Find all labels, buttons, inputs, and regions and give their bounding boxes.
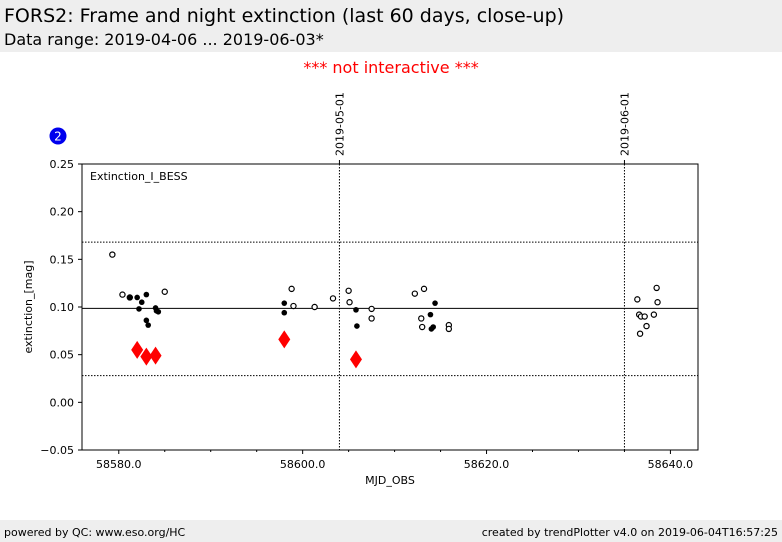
x-axis-label: MJD_OBS (365, 474, 415, 487)
frame-extinction-point (329, 295, 337, 302)
footer-bar: powered by QC: www.eso.org/HC created by… (0, 520, 782, 542)
y-tick-label: 0.20 (50, 206, 75, 219)
frame-extinction-point (161, 288, 168, 295)
frame-extinction-point (368, 315, 375, 322)
frame-extinction-point (445, 325, 453, 333)
y-tick-label: 0.15 (50, 253, 75, 266)
night-extinction-point (427, 311, 434, 318)
frame-extinction-point (290, 302, 297, 310)
frame-extinction-point (288, 285, 295, 293)
x-tick-label: 58580.0 (96, 458, 142, 471)
night-extinction-point (281, 300, 288, 306)
y-tick-label: 0.10 (50, 301, 75, 314)
badge-number: 2 (54, 130, 62, 144)
date-marker-label: 2019-06-01 (618, 92, 631, 156)
night-extinction-point (136, 306, 142, 312)
frame-extinction-point (109, 251, 116, 258)
night-extinction-point (143, 291, 150, 298)
header-bar: FORS2: Frame and night extinction (last … (0, 0, 782, 52)
frame-extinction-point (641, 313, 648, 320)
red-diamond-point (131, 340, 144, 359)
not-interactive-notice: *** not interactive *** (303, 58, 479, 77)
x-tick-label: 58640.0 (648, 458, 694, 471)
frame-extinction-point (420, 285, 428, 293)
plot-frame (81, 163, 699, 451)
night-extinction-point (354, 323, 360, 329)
red-diamond-point (349, 350, 362, 369)
x-tick-label: 58600.0 (280, 458, 326, 471)
red-diamond-point (140, 347, 153, 366)
frame-extinction-point (643, 322, 650, 330)
y-tick-label: 0.00 (50, 396, 75, 409)
night-extinction-point (143, 317, 150, 324)
x-tick-label: 58620.0 (464, 458, 510, 471)
frame-extinction-point (650, 311, 658, 318)
footer-powered-by: powered by QC: www.eso.org/HC (4, 526, 186, 539)
frame-extinction-point (634, 296, 641, 303)
frame-extinction-point (418, 323, 426, 331)
night-extinction-point (353, 307, 359, 313)
y-axis-label: extinction_[mag] (22, 260, 35, 353)
night-extinction-point (134, 294, 140, 301)
red-diamond-point (149, 346, 162, 365)
y-tick-label: −0.05 (40, 444, 74, 457)
frame-extinction-point (346, 299, 353, 306)
frame-extinction-point (418, 315, 425, 322)
frame-extinction-point (636, 330, 644, 337)
y-tick-label: 0.05 (50, 349, 75, 362)
night-extinction-point (281, 309, 288, 316)
data-range-subtitle: Data range: 2019-04-06 ... 2019-06-03* (4, 30, 324, 49)
red-diamond-point (278, 330, 291, 349)
night-extinction-point (155, 308, 162, 315)
panel-label: Extinction_I_BESS (90, 170, 188, 183)
night-extinction-point (127, 294, 133, 301)
frame-extinction-point (411, 290, 419, 297)
frame-extinction-point (654, 299, 661, 306)
y-tick-label: 0.25 (50, 158, 75, 171)
night-extinction-point (432, 300, 438, 306)
frame-extinction-point (368, 305, 375, 313)
night-extinction-point (145, 322, 151, 328)
frame-extinction-point (119, 291, 126, 298)
frame-extinction-point (345, 287, 352, 294)
date-marker-label: 2019-05-01 (333, 92, 346, 156)
night-extinction-point (430, 324, 437, 330)
frame-extinction-point (653, 284, 660, 292)
night-extinction-point (138, 299, 145, 306)
frame-extinction-point (311, 303, 318, 311)
badge-circle (49, 127, 67, 145)
footer-created-by: created by trendPlotter v4.0 on 2019-06-… (481, 526, 778, 539)
page-title: FORS2: Frame and night extinction (last … (4, 5, 565, 27)
